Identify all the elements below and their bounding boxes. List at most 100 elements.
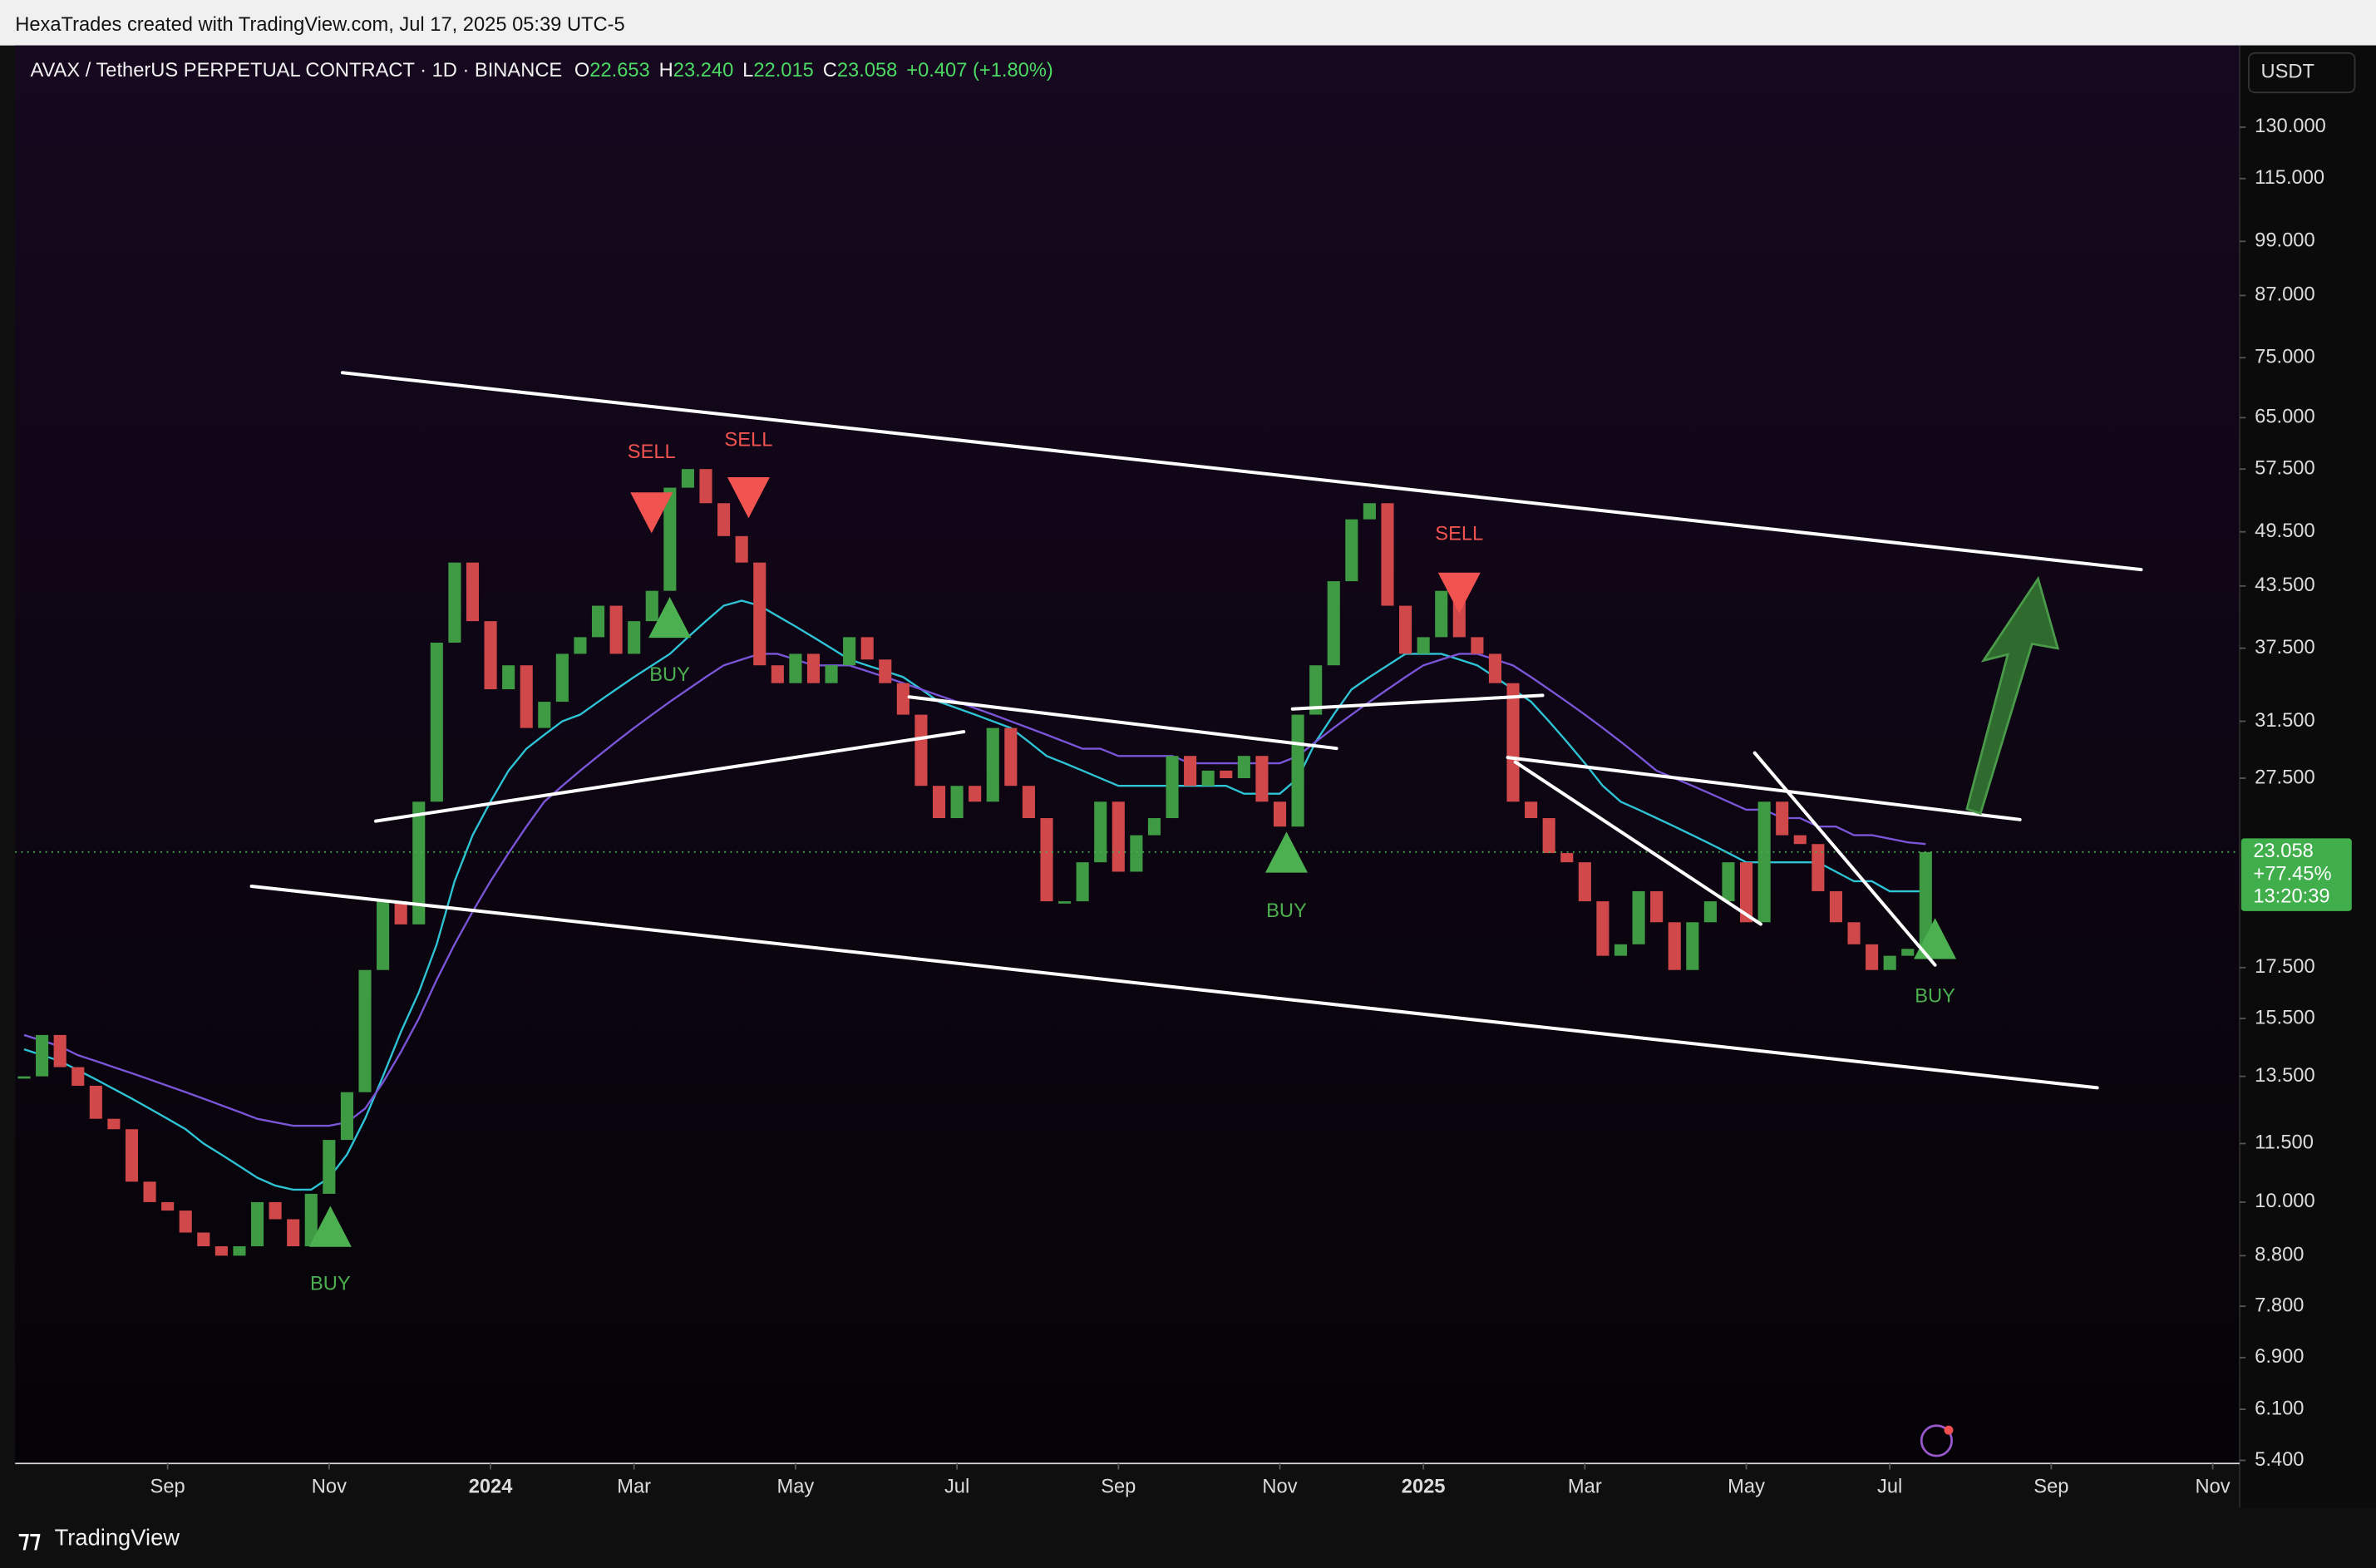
candle — [323, 1140, 336, 1194]
last-price-tag — [2240, 838, 2352, 911]
signal-marker — [308, 1206, 352, 1247]
candle — [735, 535, 748, 563]
candle — [269, 1201, 282, 1220]
signal-label: BUY — [310, 1274, 351, 1295]
y-tick-label: 115.000 — [2255, 167, 2324, 189]
y-tick-label: 31.500 — [2255, 710, 2314, 732]
candle — [1166, 756, 1179, 819]
candle — [1273, 801, 1287, 827]
candle — [394, 901, 407, 925]
candle — [1363, 503, 1376, 520]
signal-marker — [727, 477, 770, 519]
signal-marker — [1264, 831, 1308, 873]
candle — [843, 637, 856, 666]
candle — [1237, 756, 1250, 778]
credit: HexaTrades created with TradingView.com,… — [15, 14, 624, 36]
countdown: 13:20:39 — [2253, 886, 2329, 908]
candle — [538, 702, 551, 728]
candle — [1542, 818, 1555, 854]
x-tick-label: Nov — [2196, 1477, 2231, 1498]
candle — [1488, 653, 1502, 683]
candle — [377, 901, 390, 970]
trendline — [907, 695, 1338, 751]
candle — [1399, 605, 1412, 654]
y-tick-label: 43.500 — [2255, 574, 2314, 596]
candle — [717, 503, 731, 536]
signal-label: SELL — [1435, 524, 1483, 545]
header-bar — [0, 0, 2376, 46]
candle — [1776, 801, 1789, 836]
candle — [214, 1246, 228, 1256]
signal-label: SELL — [724, 430, 772, 451]
x-tick-label: Jul — [1877, 1477, 1902, 1498]
x-tick-label: 2025 — [1402, 1477, 1446, 1498]
candle — [1686, 922, 1699, 970]
candle — [197, 1232, 210, 1247]
y-tick-label: 99.000 — [2255, 230, 2314, 252]
candle — [233, 1246, 246, 1256]
x-tick-label: Sep — [2033, 1477, 2068, 1498]
trendline — [340, 371, 2143, 572]
y-tick-label: 27.500 — [2255, 767, 2314, 788]
x-tick-label: Sep — [1101, 1477, 1136, 1498]
symbol-title: AVAX / TetherUS PERPETUAL CONTRACT · 1D … — [30, 60, 562, 81]
ohlc-letter: C — [823, 60, 837, 81]
candle — [1417, 637, 1430, 654]
candle — [1614, 944, 1628, 956]
candle — [36, 1034, 49, 1077]
candle — [304, 1193, 318, 1247]
y-tick-label: 75.000 — [2255, 347, 2314, 368]
y-tick-label: 6.900 — [2255, 1346, 2304, 1368]
y-tick-label: 6.100 — [2255, 1398, 2304, 1419]
candle — [1184, 756, 1197, 786]
x-tick-label: Mar — [617, 1477, 651, 1498]
candle — [1506, 683, 1520, 802]
candle — [1847, 922, 1861, 944]
candle — [1076, 862, 1089, 902]
candle — [591, 605, 605, 638]
candle — [628, 621, 641, 654]
candle — [1147, 818, 1161, 836]
ohlc-value: 23.058 — [837, 60, 897, 81]
ohlc-value: 23.240 — [673, 60, 733, 81]
candle — [1201, 770, 1215, 786]
candle — [1703, 901, 1717, 923]
currency-button[interactable] — [2247, 52, 2356, 94]
candle — [340, 1092, 353, 1141]
currency[interactable]: USDT — [2260, 62, 2314, 83]
candle — [914, 714, 928, 786]
candle — [1793, 835, 1807, 845]
signal-marker — [648, 596, 692, 639]
y-tick-label: 57.500 — [2255, 457, 2314, 479]
candle — [520, 665, 533, 728]
trendline — [374, 730, 966, 823]
candle — [358, 969, 372, 1092]
candle — [1596, 901, 1609, 956]
y-tick-label: 37.500 — [2255, 637, 2314, 658]
candle — [1022, 786, 1035, 819]
y-tick-label: 15.500 — [2255, 1007, 2314, 1028]
candle — [484, 621, 497, 690]
change-pct: +77.45% — [2253, 863, 2331, 885]
ohlc-letter: L — [742, 60, 753, 81]
alert-icon[interactable] — [1920, 1424, 1954, 1457]
target-arrow — [1965, 575, 2060, 816]
candle — [1560, 853, 1574, 863]
price-axis — [2239, 45, 2376, 1508]
candle — [789, 653, 802, 683]
candle — [969, 786, 982, 802]
x-tick-label: May — [777, 1477, 815, 1498]
signal-marker — [1914, 918, 1957, 959]
candle — [287, 1219, 300, 1247]
candle — [161, 1201, 175, 1211]
candle — [466, 562, 480, 622]
candle — [806, 653, 821, 683]
trendline — [1290, 693, 1545, 711]
moving-average — [23, 599, 1926, 1191]
footer-bar — [0, 1507, 2376, 1568]
x-tick-label: Mar — [1568, 1477, 1602, 1498]
candle — [771, 665, 784, 683]
candle — [107, 1118, 121, 1130]
candle — [555, 653, 569, 703]
